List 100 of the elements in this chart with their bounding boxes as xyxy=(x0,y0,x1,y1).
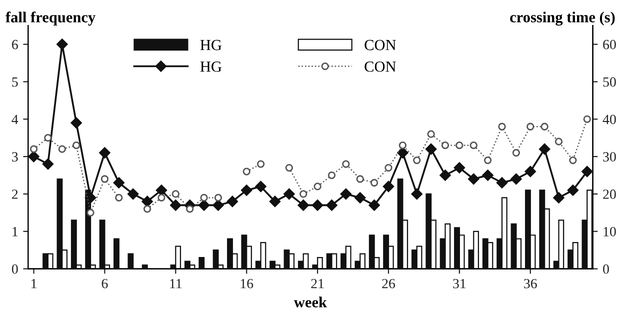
point xyxy=(42,158,54,170)
point xyxy=(127,188,139,200)
legend-label: HG xyxy=(200,62,222,72)
point xyxy=(200,194,208,202)
point xyxy=(113,177,124,188)
point xyxy=(298,200,309,211)
point xyxy=(99,147,110,158)
point xyxy=(569,156,577,164)
point xyxy=(115,194,123,202)
point xyxy=(285,164,293,172)
y2-tick-label: 20 xyxy=(603,190,616,199)
x-tick-label: 11 xyxy=(170,278,182,288)
point xyxy=(482,170,494,181)
point xyxy=(382,180,394,192)
point xyxy=(269,196,281,208)
y-tick-label: 3 xyxy=(12,152,18,162)
point xyxy=(84,192,96,204)
point xyxy=(397,147,408,158)
point xyxy=(242,168,250,176)
point xyxy=(326,200,338,211)
x-tick-label: 36 xyxy=(524,278,537,288)
y2-tick-label: 60 xyxy=(603,40,616,50)
point xyxy=(468,173,480,185)
point xyxy=(498,122,506,130)
y-tick-label: 4 xyxy=(12,114,18,124)
point xyxy=(524,166,536,178)
point xyxy=(300,190,308,198)
y-tick-label: 0 xyxy=(12,264,18,274)
point xyxy=(354,192,366,204)
point xyxy=(441,142,450,150)
point xyxy=(284,188,295,200)
point xyxy=(413,156,421,164)
point xyxy=(425,143,437,155)
x-tick-label: 31 xyxy=(453,278,466,288)
y2-axis-title: crossing time (s) xyxy=(510,12,615,26)
point xyxy=(72,142,80,150)
x-tick-label: 21 xyxy=(311,278,324,288)
point xyxy=(496,177,508,188)
y-tick-label: 1 xyxy=(12,227,18,236)
y2-tick-label: 0 xyxy=(603,264,609,274)
point xyxy=(158,194,166,202)
x-tick-label: 1 xyxy=(32,278,36,288)
point xyxy=(44,134,52,142)
x-axis-title: week xyxy=(294,296,327,308)
y-axis-title: fall frequency xyxy=(6,12,96,26)
bar xyxy=(114,238,120,269)
point xyxy=(484,156,492,164)
point xyxy=(240,184,252,196)
point xyxy=(470,142,478,150)
point xyxy=(156,184,168,196)
point xyxy=(582,166,593,178)
point xyxy=(340,188,352,200)
y-tick-label: 6 xyxy=(12,40,18,50)
y2-tick-label: 40 xyxy=(602,114,616,124)
point xyxy=(398,142,406,150)
point xyxy=(538,143,550,155)
point xyxy=(328,171,336,180)
point xyxy=(512,148,520,157)
point xyxy=(540,122,548,130)
point xyxy=(583,115,591,123)
legend-label: HG xyxy=(200,40,222,50)
point xyxy=(456,142,464,150)
x-tick-label: 6 xyxy=(102,278,108,288)
point xyxy=(100,175,109,183)
point xyxy=(143,205,152,213)
point xyxy=(172,190,180,198)
point xyxy=(70,117,82,128)
y2-tick-label: 10 xyxy=(604,226,616,236)
bar xyxy=(128,253,134,269)
point xyxy=(454,162,466,174)
point xyxy=(186,205,194,213)
point xyxy=(370,178,378,187)
point xyxy=(567,184,579,196)
point xyxy=(314,182,322,190)
legend-label: CON xyxy=(364,62,396,72)
legend-label: CON xyxy=(364,40,396,50)
point xyxy=(356,175,364,183)
point xyxy=(212,200,224,211)
y2-tick-label: 50 xyxy=(603,77,616,87)
y2-tick-label: 30 xyxy=(603,152,616,162)
point xyxy=(312,200,324,211)
point xyxy=(30,145,38,153)
point xyxy=(411,188,422,200)
point xyxy=(58,145,66,153)
point xyxy=(440,170,451,181)
x-tick-label: 16 xyxy=(240,278,254,288)
point xyxy=(526,122,534,130)
point xyxy=(214,194,222,202)
point xyxy=(342,160,350,168)
point xyxy=(56,38,68,50)
y-tick-label: 5 xyxy=(12,77,18,87)
point xyxy=(368,200,380,211)
point xyxy=(226,196,238,208)
point xyxy=(553,192,564,204)
bar xyxy=(198,257,205,269)
point xyxy=(86,208,94,216)
point xyxy=(256,160,265,168)
point xyxy=(384,164,392,172)
point xyxy=(255,180,266,192)
point xyxy=(170,200,182,211)
